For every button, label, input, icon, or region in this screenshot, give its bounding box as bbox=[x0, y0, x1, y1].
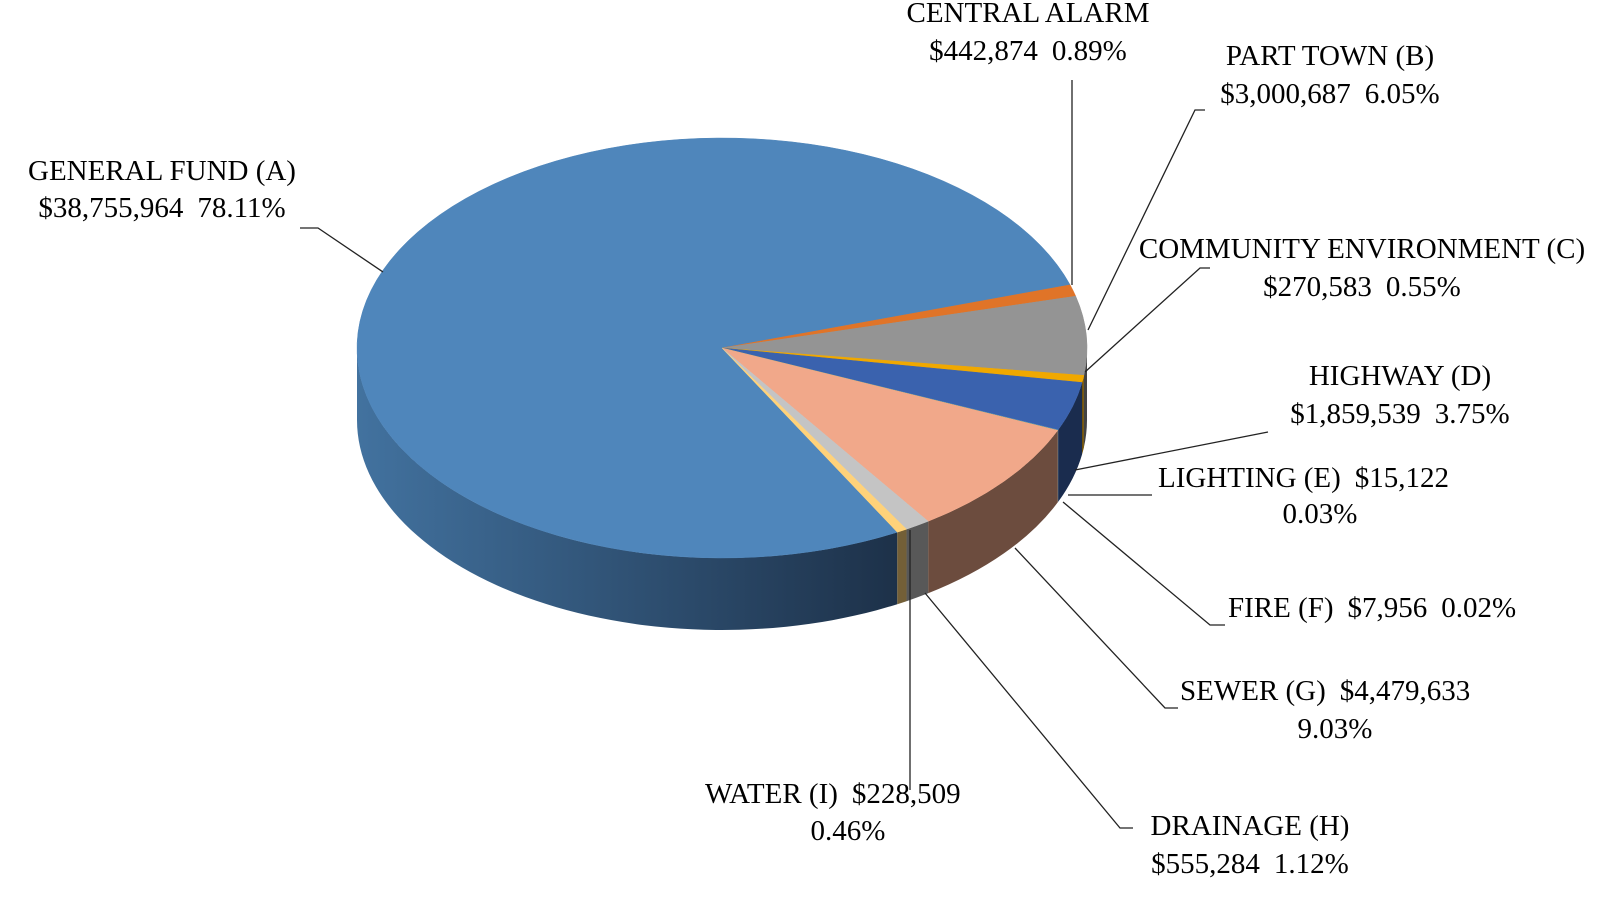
data-label: $3,000,687 6.05% bbox=[1220, 78, 1439, 110]
percent-label: 9.03% bbox=[1298, 713, 1373, 745]
value-label: $442,874 bbox=[929, 35, 1038, 67]
pie-tops bbox=[357, 138, 1087, 558]
percent-label: 78.11% bbox=[197, 192, 285, 224]
value-label: $1,859,539 bbox=[1290, 398, 1421, 430]
percent-label: 0.46% bbox=[811, 815, 886, 847]
leader-line bbox=[1015, 548, 1178, 708]
data-label: GENERAL FUND (A) bbox=[28, 155, 296, 187]
data-label: $270,583 0.55% bbox=[1263, 271, 1461, 303]
data-label: LIGHTING (E) $15,122 bbox=[1158, 462, 1449, 494]
percent-label: 0.02% bbox=[1441, 592, 1516, 624]
percent-label: 0.89% bbox=[1052, 35, 1127, 67]
category-label: SEWER (G) bbox=[1180, 675, 1326, 707]
slice-side bbox=[897, 529, 906, 604]
percent-label: 6.05% bbox=[1365, 78, 1440, 110]
leader-line bbox=[1088, 110, 1205, 330]
leader-line bbox=[1085, 268, 1210, 372]
category-label: CENTRAL ALARM bbox=[906, 0, 1149, 29]
category-label: LIGHTING (E) bbox=[1158, 462, 1341, 494]
value-label: $7,956 bbox=[1348, 592, 1428, 624]
percent-label: 0.55% bbox=[1386, 271, 1461, 303]
data-label: 0.46% bbox=[811, 815, 886, 847]
data-label: $38,755,964 78.11% bbox=[38, 192, 285, 224]
data-label: FIRE (F) $7,956 0.02% bbox=[1228, 592, 1516, 624]
leader-line bbox=[300, 228, 383, 272]
percent-label: 0.03% bbox=[1283, 498, 1358, 530]
data-label: HIGHWAY (D) bbox=[1309, 360, 1491, 392]
data-label: 0.03% bbox=[1283, 498, 1358, 530]
leader-line bbox=[1063, 502, 1225, 625]
data-label: COMMUNITY ENVIRONMENT (C) bbox=[1139, 233, 1585, 265]
category-label: PART TOWN (B) bbox=[1226, 40, 1434, 72]
data-label: WATER (I) $228,509 bbox=[705, 778, 961, 810]
category-label: DRAINAGE (H) bbox=[1151, 810, 1350, 842]
data-label: 9.03% bbox=[1298, 713, 1373, 745]
value-label: $555,284 bbox=[1151, 848, 1260, 880]
value-label: $15,122 bbox=[1355, 462, 1449, 494]
data-label: PART TOWN (B) bbox=[1226, 40, 1434, 72]
data-label: $1,859,539 3.75% bbox=[1290, 398, 1509, 430]
category-label: FIRE (F) bbox=[1228, 592, 1334, 624]
percent-label: 3.75% bbox=[1435, 398, 1510, 430]
category-label: WATER (I) bbox=[705, 778, 838, 810]
category-label: HIGHWAY (D) bbox=[1309, 360, 1491, 392]
data-label: $442,874 0.89% bbox=[929, 35, 1127, 67]
value-label: $4,479,633 bbox=[1340, 675, 1471, 707]
category-label: GENERAL FUND (A) bbox=[28, 155, 296, 187]
data-label: $555,284 1.12% bbox=[1151, 848, 1349, 880]
value-label: $270,583 bbox=[1263, 271, 1372, 303]
percent-label: 1.12% bbox=[1274, 848, 1349, 880]
data-label: CENTRAL ALARM bbox=[906, 0, 1149, 29]
slice-side bbox=[1082, 375, 1084, 454]
data-label: SEWER (G) $4,479,633 bbox=[1180, 675, 1470, 707]
value-label: $3,000,687 bbox=[1220, 78, 1351, 110]
value-label: $38,755,964 bbox=[38, 192, 184, 224]
value-label: $228,509 bbox=[852, 778, 961, 810]
data-label: DRAINAGE (H) bbox=[1151, 810, 1350, 842]
category-label: COMMUNITY ENVIRONMENT (C) bbox=[1139, 233, 1585, 265]
